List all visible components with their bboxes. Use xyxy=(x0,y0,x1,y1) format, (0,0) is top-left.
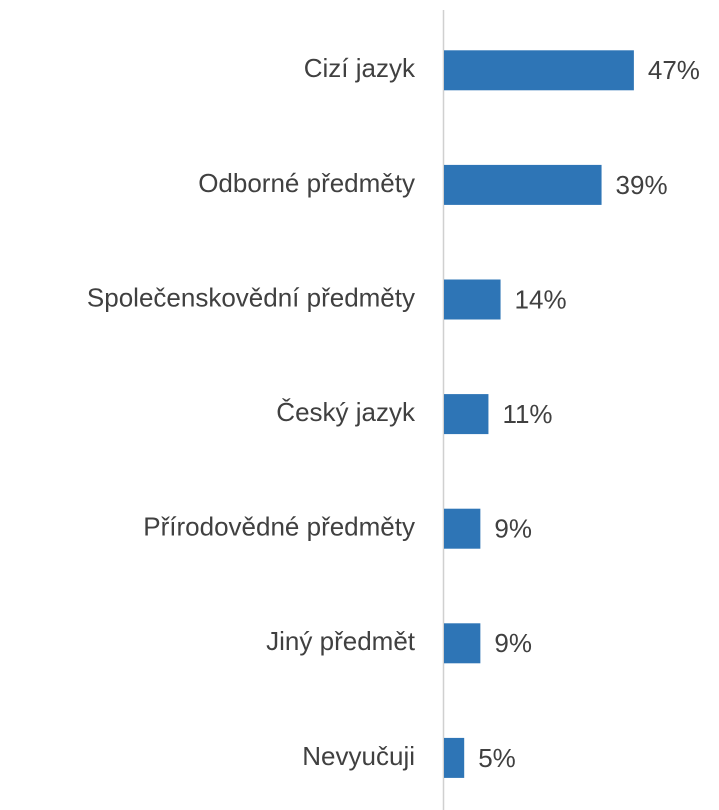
data-label: 9% xyxy=(494,628,532,658)
category-label: Český jazyk xyxy=(276,397,416,427)
category-label: Přírodovědné předměty xyxy=(143,512,415,542)
category-label: Jiný předmět xyxy=(266,626,416,656)
category-label: Cizí jazyk xyxy=(304,53,416,83)
data-label: 39% xyxy=(616,170,668,200)
category-label: Společenskovědní předměty xyxy=(87,282,415,312)
data-label: 47% xyxy=(648,55,700,85)
category-label: Nevyučuji xyxy=(302,741,415,771)
bar xyxy=(444,508,481,549)
data-label: 14% xyxy=(515,284,567,314)
bar xyxy=(444,737,465,778)
data-label: 9% xyxy=(494,514,532,544)
bar xyxy=(444,164,602,205)
data-label: 11% xyxy=(502,399,552,429)
bar xyxy=(444,623,481,664)
bar xyxy=(444,50,634,91)
bar xyxy=(444,279,501,320)
data-label: 5% xyxy=(478,743,516,773)
bar xyxy=(444,394,489,435)
category-label: Odborné předměty xyxy=(198,168,415,198)
